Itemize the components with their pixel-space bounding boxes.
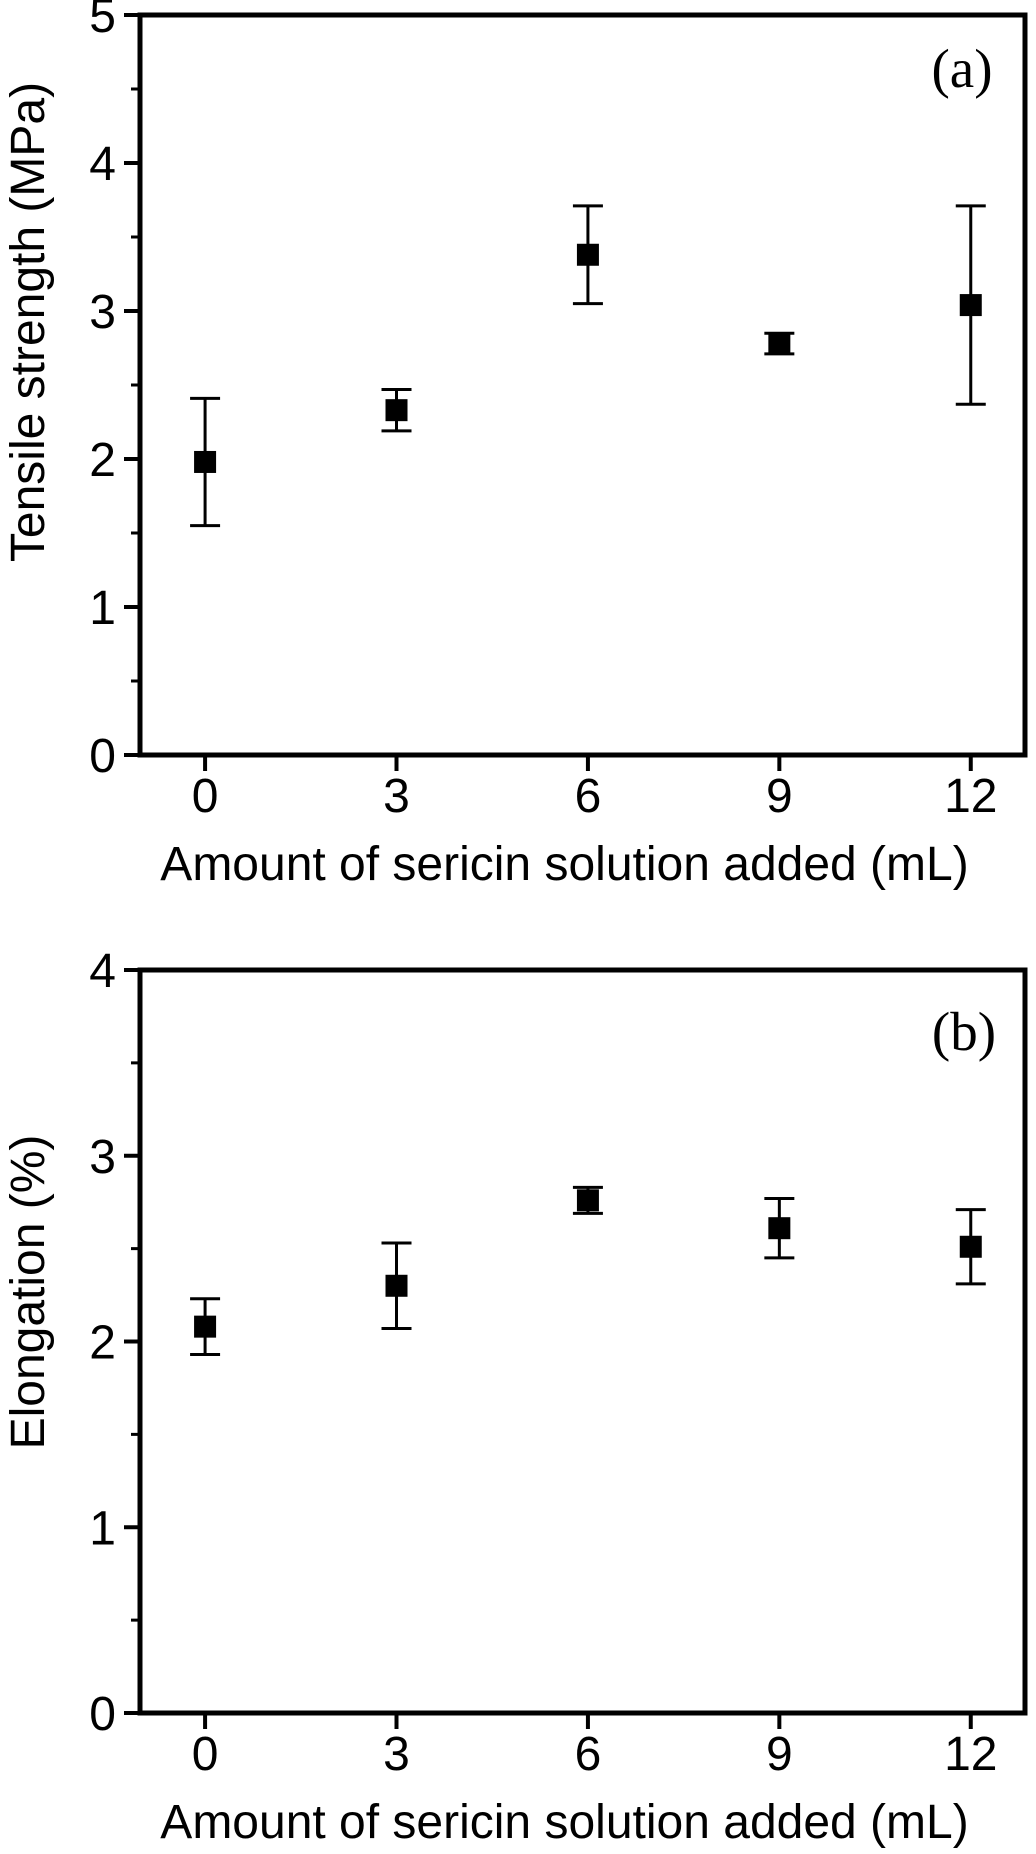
x-tick-label: 9 [766,1728,793,1781]
y-tick-label: 5 [89,0,116,43]
data-point-marker [768,1217,791,1240]
data-point-marker [959,1235,982,1258]
data-point-marker [385,1274,408,1297]
x-tick-label: 9 [766,770,793,823]
x-tick-label: 12 [944,770,997,823]
plot-frame [137,12,1028,758]
x-tick-label: 12 [944,1728,997,1781]
x-axis-title: Amount of sericin solution added (mL) [160,838,968,891]
y-tick-label: 0 [89,1688,116,1741]
panel-letter: (b) [932,1001,996,1062]
x-tick-label: 0 [192,1728,219,1781]
y-tick-label: 2 [89,1317,116,1370]
y-tick-label: 3 [89,1131,116,1184]
data-point-marker [768,332,791,355]
data-point-group [381,1241,412,1330]
data-point-marker [576,1189,599,1212]
y-tick-label: 2 [89,434,116,487]
data-point-group [572,1185,603,1215]
data-point-group [190,396,221,528]
x-tick-label: 0 [192,770,219,823]
y-axis-title: Elongation (%) [2,1135,55,1450]
x-tick-label: 3 [383,1728,410,1781]
plot-frame [137,967,1028,1716]
y-tick-label: 1 [89,1502,116,1555]
data-point-marker [576,243,599,266]
data-point-marker [385,399,408,422]
data-point-group [381,387,412,433]
data-point-group [955,1208,986,1286]
y-axis-title: Tensile strength (MPa) [2,82,55,562]
y-tick-label: 3 [89,286,116,339]
x-tick-label: 6 [575,1728,602,1781]
data-point-marker [194,450,217,473]
data-point-group [764,331,795,356]
data-point-group [764,1196,795,1260]
data-point-marker [194,1315,217,1338]
y-tick-label: 1 [89,582,116,635]
y-tick-label: 4 [89,138,116,191]
x-tick-label: 6 [575,770,602,823]
panel-letter: (a) [931,38,992,99]
x-tick-label: 3 [383,770,410,823]
x-axis-title: Amount of sericin solution added (mL) [160,1796,968,1849]
data-point-group [190,1297,221,1357]
y-tick-label: 4 [89,945,116,998]
data-point-group [572,204,603,306]
data-point-group [955,204,986,406]
data-point-marker [959,294,982,317]
y-tick-label: 0 [89,730,116,783]
